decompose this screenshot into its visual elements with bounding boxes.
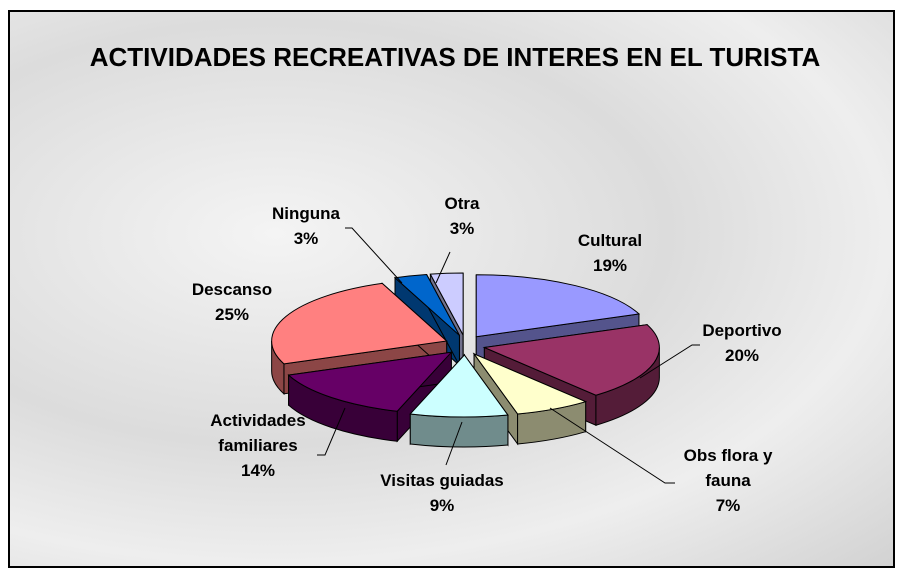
leader-line	[639, 344, 700, 379]
category-name: Cultural	[577, 231, 643, 250]
category-name: Deportivo	[702, 321, 782, 340]
leader-line	[435, 251, 451, 284]
slice-label: Actividades familiares 14%	[188, 408, 328, 483]
category-name: Visitas guiadas	[380, 471, 504, 490]
slice	[409, 353, 509, 448]
slice-top	[475, 274, 641, 338]
value-label: 3%	[449, 219, 475, 238]
slice-label: Descanso 25%	[172, 277, 292, 327]
leader-line	[317, 407, 346, 456]
value-label: 9%	[429, 496, 455, 515]
leader-line	[445, 421, 463, 466]
value-label: 14%	[240, 461, 276, 480]
value-label: 3%	[293, 229, 319, 248]
slice-label: Cultural 19%	[550, 228, 670, 278]
category-name: Descanso	[191, 280, 273, 299]
slice-top	[271, 282, 448, 365]
category-name: Ninguna	[272, 204, 340, 223]
slice-label: Otra 3%	[422, 191, 502, 241]
category-name: Obs flora y fauna	[683, 446, 773, 490]
value-label: 25%	[214, 305, 250, 324]
slice-top	[472, 352, 588, 415]
slice-label: Obs flora y fauna 7%	[673, 443, 783, 518]
slice-top	[429, 272, 464, 336]
slice-label: Deportivo 20%	[682, 318, 802, 368]
slice	[287, 351, 453, 443]
slice-top	[393, 273, 460, 336]
leader-line	[549, 407, 675, 484]
value-label: 7%	[715, 496, 741, 515]
slice-label: Ninguna 3%	[256, 201, 356, 251]
chart-title: ACTIVIDADES RECREATIVAS DE INTERES EN EL…	[89, 42, 821, 72]
category-name: Actividades familiares	[210, 411, 306, 455]
category-name: Otra	[444, 194, 480, 213]
leader-line	[345, 227, 403, 284]
value-label: 20%	[724, 346, 760, 365]
slice-top	[409, 354, 509, 418]
slice-top	[482, 324, 660, 396]
slice-label: Visitas guiadas 9%	[357, 468, 527, 518]
value-label: 19%	[592, 256, 628, 275]
slice-top	[287, 351, 453, 412]
